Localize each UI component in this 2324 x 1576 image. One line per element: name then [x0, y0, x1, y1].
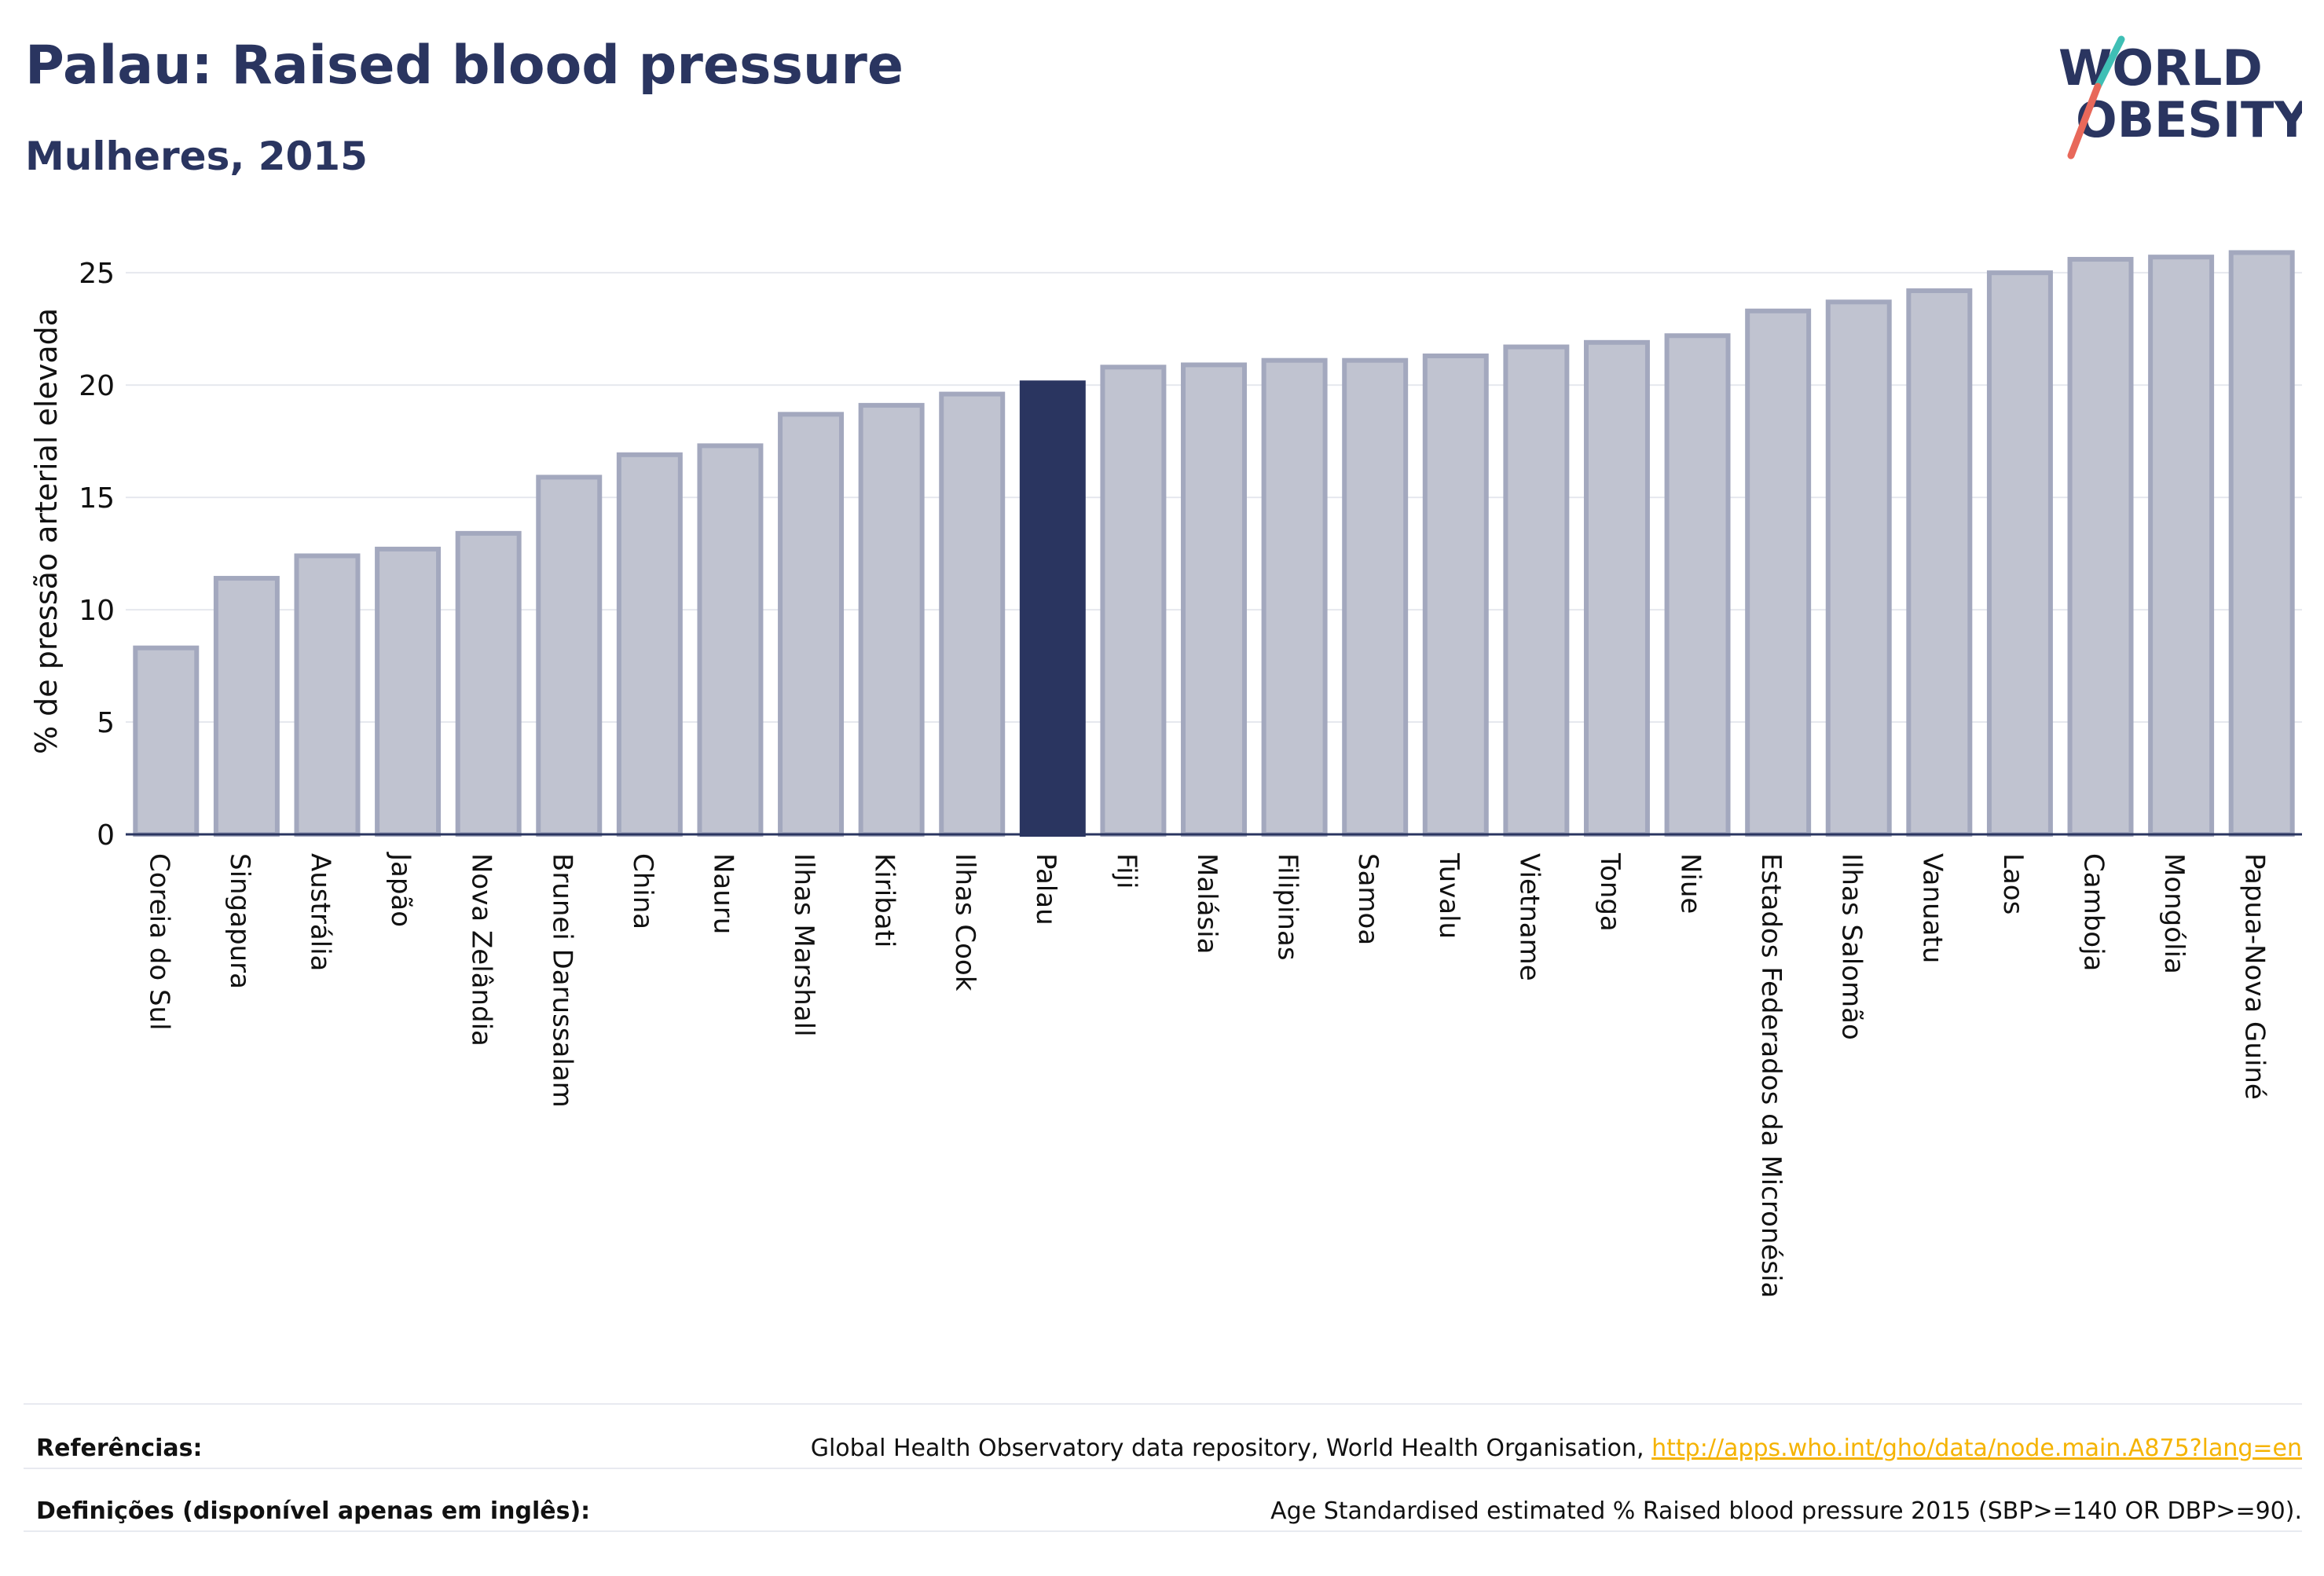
y-tick-label: 10: [79, 595, 115, 627]
x-tick-label: Japão: [385, 852, 416, 927]
x-tick-label: Kiribati: [869, 853, 900, 947]
definitions-value: Age Standardised estimated % Raised bloo…: [1270, 1497, 2302, 1525]
y-tick-label: 0: [97, 819, 115, 852]
references-text: Global Health Observatory data repositor…: [810, 1435, 1644, 1462]
bar: [1422, 353, 1489, 837]
y-axis-ticks: 0 5 10 15 20 25: [79, 258, 115, 852]
bar: [1745, 308, 1812, 837]
chart-title: Palau: Raised blood pressure: [25, 35, 904, 97]
x-tick-label: Niue: [1675, 853, 1706, 914]
bar: [2228, 250, 2295, 837]
bar: [1906, 288, 1973, 837]
x-tick-label: Fiji: [1110, 853, 1142, 889]
x-tick-label: Ilhas Cook: [949, 853, 981, 991]
x-tick-label: Palau: [1030, 853, 1061, 925]
references-value: Global Health Observatory data repositor…: [811, 1435, 2302, 1462]
x-tick-label: Samoa: [1352, 853, 1384, 945]
definitions-label: Definições (disponível apenas em inglês)…: [36, 1497, 591, 1525]
x-tick-label: Tonga: [1594, 852, 1626, 932]
bar: [213, 576, 280, 837]
x-tick-label: China: [627, 853, 658, 929]
svg-text:OBESITY: OBESITY: [2076, 91, 2302, 148]
bar: [1825, 299, 1892, 837]
world-obesity-logo: WORLD OBESITY: [2058, 35, 2302, 159]
bar: [2067, 257, 2134, 837]
x-tick-label: Mongólia: [2158, 853, 2190, 974]
references-row: Referências: Global Health Observatory d…: [24, 1414, 2302, 1477]
references-link[interactable]: http://apps.who.int/gho/data/node.main.A…: [1651, 1435, 2302, 1462]
x-tick-label: Camboja: [2078, 853, 2110, 971]
bar: [1583, 339, 1650, 837]
bar: [778, 412, 845, 837]
divider-bottom: [24, 1530, 2302, 1532]
x-tick-label: Tuvalu: [1433, 852, 1464, 939]
bar: [1261, 357, 1328, 837]
x-tick-label: Nova Zelândia: [466, 853, 497, 1046]
bar: [1986, 270, 2053, 837]
x-tick-label: Ilhas Salomão: [1836, 853, 1868, 1040]
bars: [133, 250, 2295, 837]
bar-chart: 0 5 10 15 20 25 Coreia do Sul Singapura Austrál…: [29, 250, 2302, 1298]
x-axis-ticks: Coreia do Sul Singapura Austrália Japão Nova…: [143, 852, 2270, 1298]
y-tick-label: 5: [97, 707, 115, 739]
bar: [697, 443, 764, 837]
x-tick-label: Ilhas Marshall: [788, 853, 819, 1037]
y-tick-label: 20: [79, 370, 115, 402]
chart-subtitle: Mulheres, 2015: [25, 134, 368, 179]
x-tick-label: Vietname: [1513, 853, 1545, 981]
references-label: Referências:: [36, 1435, 203, 1462]
bar: [2148, 255, 2215, 837]
x-tick-label: Laos: [1997, 853, 2029, 914]
divider-top: [24, 1403, 2302, 1405]
y-axis-label: % de pressão arterial elevada: [29, 308, 64, 754]
bar: [858, 402, 925, 837]
bar: [375, 546, 442, 837]
definitions-row: Definições (disponível apenas em inglês)…: [24, 1477, 2302, 1540]
bar: [536, 475, 603, 837]
bar: [1503, 344, 1570, 837]
bar: [1019, 380, 1086, 837]
x-tick-label: Nauru: [707, 853, 739, 934]
y-tick-label: 25: [79, 258, 115, 290]
bar: [455, 530, 522, 837]
x-tick-label: Filipinas: [1272, 853, 1303, 961]
x-tick-label: Malásia: [1191, 853, 1222, 954]
bar: [616, 452, 683, 837]
bar: [1342, 357, 1409, 837]
bar: [1181, 362, 1247, 837]
bar: [133, 645, 200, 837]
bar: [939, 391, 1006, 837]
x-tick-label: Vanuatu: [1916, 853, 1948, 963]
x-tick-label: Singapura: [224, 853, 255, 989]
x-tick-label: Estados Federados da Micronésia: [1755, 853, 1787, 1298]
bar: [1664, 333, 1731, 837]
x-tick-label: Coreia do Sul: [143, 853, 174, 1031]
y-tick-label: 15: [79, 482, 115, 515]
divider-middle: [24, 1468, 2302, 1469]
svg-text:WORLD: WORLD: [2058, 39, 2263, 97]
bar: [1100, 365, 1167, 837]
x-tick-label: Brunei Darussalam: [546, 853, 577, 1108]
x-tick-label: Papua-Nova Guiné: [2239, 853, 2271, 1100]
x-tick-label: Austrália: [304, 853, 335, 971]
bar: [294, 553, 361, 837]
